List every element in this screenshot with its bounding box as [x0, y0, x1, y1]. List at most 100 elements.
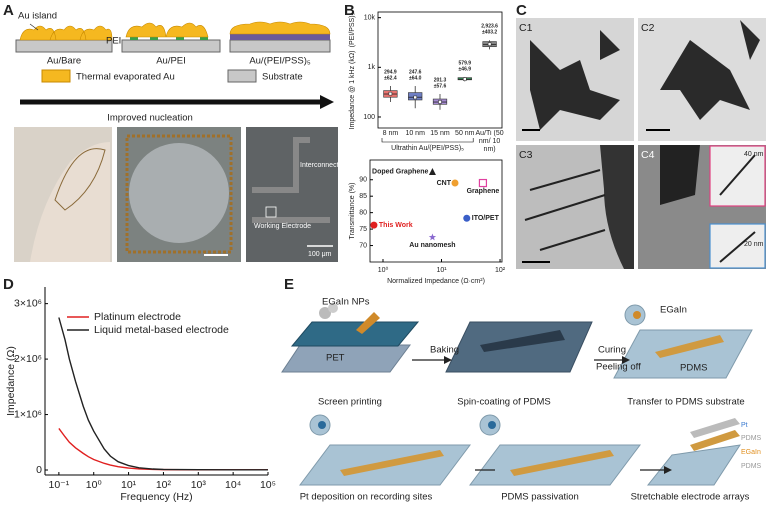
y-tick-label: 80 — [359, 209, 367, 216]
layer-label: PDMS — [741, 463, 762, 470]
y-tick-label: 75 — [359, 226, 367, 233]
x-tick-label: 10⁰ — [378, 266, 389, 274]
x-tick-label: 50 nm — [455, 130, 475, 137]
mean-marker — [438, 100, 442, 104]
panel-label: B — [344, 2, 355, 19]
plot-frame — [377, 11, 503, 129]
x-axis-label: Normalized Impedance (Ω·cm²) — [387, 278, 485, 285]
series-line — [58, 317, 269, 471]
point-label: CNT — [437, 180, 452, 187]
layer-label: EGaIn — [741, 449, 761, 456]
point-label: This Work — [379, 222, 413, 229]
plot-frame — [369, 159, 503, 263]
legend-label: Platinum electrode — [94, 311, 181, 323]
step-label: Spin-coating of PDMS — [457, 397, 550, 408]
step-label: Pt deposition on recording sites — [300, 492, 433, 503]
mean-marker — [413, 95, 417, 100]
x-tick-label: 10 nm — [405, 130, 425, 137]
label: EGaIn NPs — [322, 297, 370, 308]
subpanel-label: C1 — [519, 22, 533, 34]
y-tick-label: 10k — [364, 15, 376, 22]
category-label: 8 nm — [382, 130, 399, 137]
layer-label: PDMS — [741, 435, 762, 442]
point-label: Au nanomesh — [409, 242, 455, 249]
point-label: Graphene — [467, 188, 500, 195]
label: EGaIn — [660, 305, 687, 316]
x-tick-label: 10¹ — [121, 479, 137, 491]
subpanel-label: C3 — [519, 149, 533, 161]
y-tick-label: 100 — [363, 114, 375, 121]
step-label: Stretchable electrode arrays — [631, 492, 750, 503]
point — [451, 179, 459, 187]
layer-label: Pt — [741, 422, 748, 429]
point-label: ITO/PET — [472, 215, 500, 222]
y-tick-label: 3×10⁶ — [14, 297, 42, 309]
x-tick-label: 8 nm — [382, 130, 399, 137]
x-tick-label: 10⁴ — [225, 479, 241, 491]
y-tick-label: 90 — [359, 177, 367, 184]
label: Au island — [18, 11, 57, 22]
label: PEI — [106, 36, 121, 47]
mean-marker — [487, 42, 492, 46]
panel-label: A — [3, 2, 14, 19]
point — [428, 233, 437, 241]
bracket — [381, 138, 474, 143]
photo — [14, 127, 338, 262]
category-label: 15 nm — [430, 130, 450, 137]
subpanel-label: C2 — [641, 22, 655, 34]
series-line — [58, 428, 268, 471]
tem-image — [516, 18, 766, 269]
point — [370, 221, 378, 229]
x-axis-label: Frequency (Hz) — [120, 491, 192, 503]
label: Peeling off — [596, 362, 641, 373]
panel-label: C — [516, 2, 527, 19]
x-tick-label: Au/Ti (50 nm/ 10 nm) — [475, 130, 504, 153]
error-label: ±46.9 — [459, 66, 472, 72]
category-label: 50 nm — [455, 130, 475, 137]
y-axis-label: Impedance (Ω) — [5, 346, 17, 416]
y-axis-label: Impedance @ 1 kHz (kΩ) — [349, 51, 356, 130]
x-tick-label: 10³ — [191, 479, 207, 491]
y-tick-label: 70 — [359, 242, 367, 249]
x-tick-label: 10² — [495, 267, 506, 274]
y-tick-label: 85 — [359, 193, 367, 200]
scale-label: 40 nm — [744, 151, 764, 158]
mean-marker — [388, 91, 393, 96]
point — [463, 214, 471, 222]
legend-label: Thermal evaporated Au — [76, 72, 175, 83]
label: Curing — [598, 345, 626, 356]
value-label: 294.9 — [384, 69, 397, 75]
x-tick-label: 10⁵ — [260, 479, 276, 491]
arrow-label: Improved nucleation — [107, 113, 193, 124]
point-label: Doped Graphene — [372, 168, 429, 175]
value-label: 247.6 — [409, 69, 422, 75]
scale-label: 100 μm — [308, 251, 332, 258]
x-tick-label: 10⁰ — [86, 479, 103, 491]
value-label: 579.9 — [459, 60, 472, 66]
mean-marker — [463, 77, 467, 81]
point — [428, 168, 436, 176]
label: PET — [326, 353, 345, 364]
legend-label: Substrate — [262, 72, 303, 83]
category-label: 10 nm — [405, 130, 425, 137]
point — [478, 178, 488, 188]
x-tick-label: 10⁻¹ — [49, 479, 70, 491]
y-tick-label: 0 — [36, 464, 42, 476]
category-label: Au/Ti (50 nm/ 10 nm) — [475, 130, 504, 153]
label: Baking — [430, 345, 459, 356]
x-tick-label: 10¹ — [436, 267, 447, 274]
label: PDMS — [680, 363, 707, 374]
photo-label: Interconnect Line — [300, 162, 354, 169]
step-label: Screen printing — [318, 397, 382, 408]
subpanel-label: C4 — [641, 149, 655, 161]
y-axis-label: (PEI/PSS)₅ — [349, 12, 356, 47]
y-tick-label: 1k — [368, 64, 376, 71]
error-label: ±64.0 — [409, 75, 422, 81]
error-label: ±62.4 — [384, 75, 397, 81]
step-label: PDMS passivation — [501, 492, 579, 503]
label: Au/Bare — [47, 56, 81, 67]
schematic-a — [15, 21, 334, 109]
y-tick-label: 2×10⁶ — [14, 353, 42, 365]
process-schematic — [281, 303, 753, 486]
value-label: 201.3 — [434, 77, 447, 83]
